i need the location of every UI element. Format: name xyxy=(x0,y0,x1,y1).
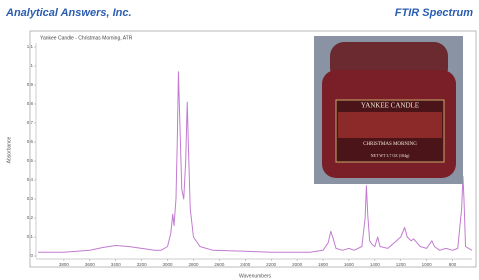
x-tick-label: 1800 xyxy=(318,262,329,267)
x-tick-label: 1600 xyxy=(344,262,355,267)
y-tick-label: 1.1 xyxy=(27,44,34,49)
y-tick-label: 0 xyxy=(30,253,33,258)
y-axis-label: Absorbance xyxy=(6,136,12,163)
product-photo: YANKEE CANDLE CHRISTMAS MORNING NET WT 3… xyxy=(314,36,463,184)
y-tick-label: 0.2 xyxy=(27,215,34,220)
photo-name: CHRISTMAS MORNING xyxy=(363,142,417,147)
photo-weight: NET WT 3.7 OZ (104g) xyxy=(371,153,410,158)
page-title: FTIR Spectrum xyxy=(395,7,473,19)
x-tick-label: 2200 xyxy=(266,262,277,267)
y-tick-label: 0.7 xyxy=(27,120,34,125)
y-tick-label: 0.3 xyxy=(27,196,34,201)
x-tick-label: 3000 xyxy=(163,262,174,267)
x-axis-label: Wavenumbers xyxy=(239,273,272,279)
photo-brand: YANKEE CANDLE xyxy=(361,102,419,110)
x-tick-label: 3200 xyxy=(137,262,148,267)
company-name: Analytical Answers, Inc. xyxy=(5,7,132,19)
x-tick-label: 2600 xyxy=(214,262,225,267)
x-tick-label: 3400 xyxy=(111,262,122,267)
y-tick-label: 1 xyxy=(30,63,33,68)
page: Analytical Answers, Inc. FTIR Spectrum Y… xyxy=(0,0,479,280)
y-tick-label: 0.8 xyxy=(27,101,34,106)
y-tick-label: 0.4 xyxy=(27,177,34,182)
chart-title: Yankee Candle - Christmas Morning, ATR xyxy=(40,35,133,41)
x-tick-label: 800 xyxy=(449,262,457,267)
y-tick-label: 0.6 xyxy=(27,139,34,144)
label-picture xyxy=(338,112,442,138)
x-tick-label: 1400 xyxy=(370,262,381,267)
x-tick-label: 3800 xyxy=(59,262,70,267)
x-tick-label: 2000 xyxy=(292,262,303,267)
x-tick-label: 1000 xyxy=(422,262,433,267)
x-tick-label: 1200 xyxy=(396,262,407,267)
y-tick-label: 0.9 xyxy=(27,82,34,87)
y-tick-label: 0.1 xyxy=(27,234,34,239)
x-tick-label: 2400 xyxy=(240,262,251,267)
x-tick-label: 2800 xyxy=(188,262,199,267)
x-tick-label: 3600 xyxy=(85,262,96,267)
y-tick-label: 0.5 xyxy=(27,158,34,163)
